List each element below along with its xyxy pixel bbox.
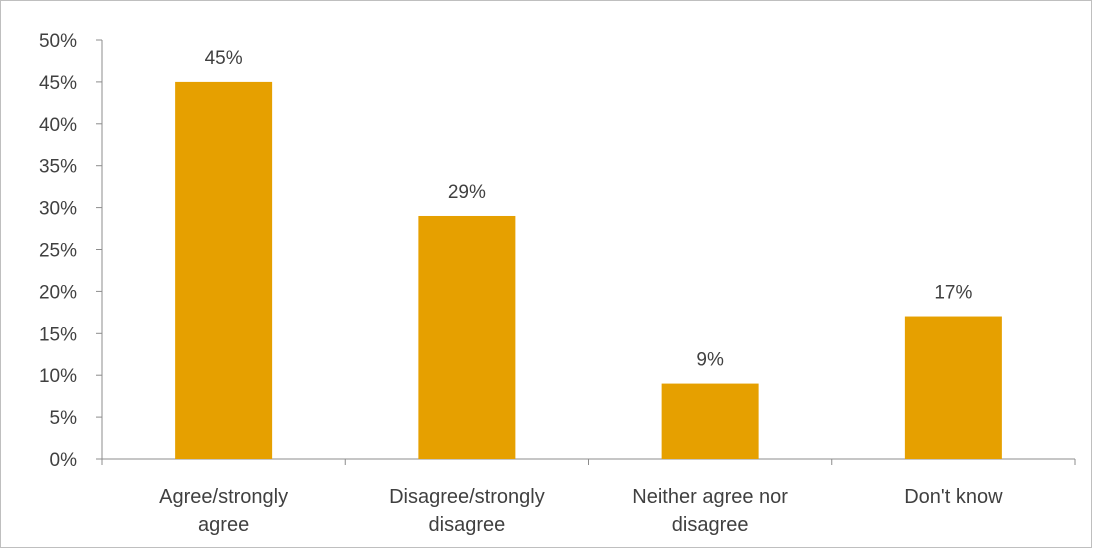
y-tick-label: 20% xyxy=(39,282,77,303)
y-tick-label: 30% xyxy=(39,199,77,220)
y-tick-label: 50% xyxy=(39,31,77,52)
category-label: Don't know xyxy=(904,486,1003,508)
category-label: disagree xyxy=(672,514,749,536)
data-label: 29% xyxy=(448,182,486,203)
bar xyxy=(661,383,759,459)
bars xyxy=(175,81,1002,460)
data-labels: 45% 29% 9% 17% xyxy=(205,48,973,371)
bar xyxy=(175,81,273,460)
data-label: 17% xyxy=(934,283,972,304)
y-tick-label: 5% xyxy=(50,408,78,429)
y-tick-label: 25% xyxy=(39,241,77,262)
x-axis xyxy=(101,458,1076,465)
data-label: 9% xyxy=(696,350,724,371)
y-tick-label: 45% xyxy=(39,73,77,94)
category-label: agree xyxy=(198,514,249,536)
category-label: disagree xyxy=(429,514,506,536)
y-axis: 0% 5% 10% 15% 20% 25% 30% 35% 40% 45% 50% xyxy=(39,31,103,471)
y-tick-label: 35% xyxy=(39,157,77,178)
bar xyxy=(904,316,1002,459)
bar xyxy=(418,215,516,459)
category-label: Disagree/strongly xyxy=(389,486,545,508)
y-tick-label: 0% xyxy=(50,450,78,471)
y-tick-label: 40% xyxy=(39,115,77,136)
data-label: 45% xyxy=(205,48,243,69)
y-tick-label: 10% xyxy=(39,366,77,387)
category-label: Agree/strongly xyxy=(159,486,288,508)
y-tick-label: 15% xyxy=(39,324,77,345)
category-label: Neither agree nor xyxy=(632,486,788,508)
category-labels: Agree/strongly agree Disagree/strongly disa… xyxy=(159,486,1003,536)
